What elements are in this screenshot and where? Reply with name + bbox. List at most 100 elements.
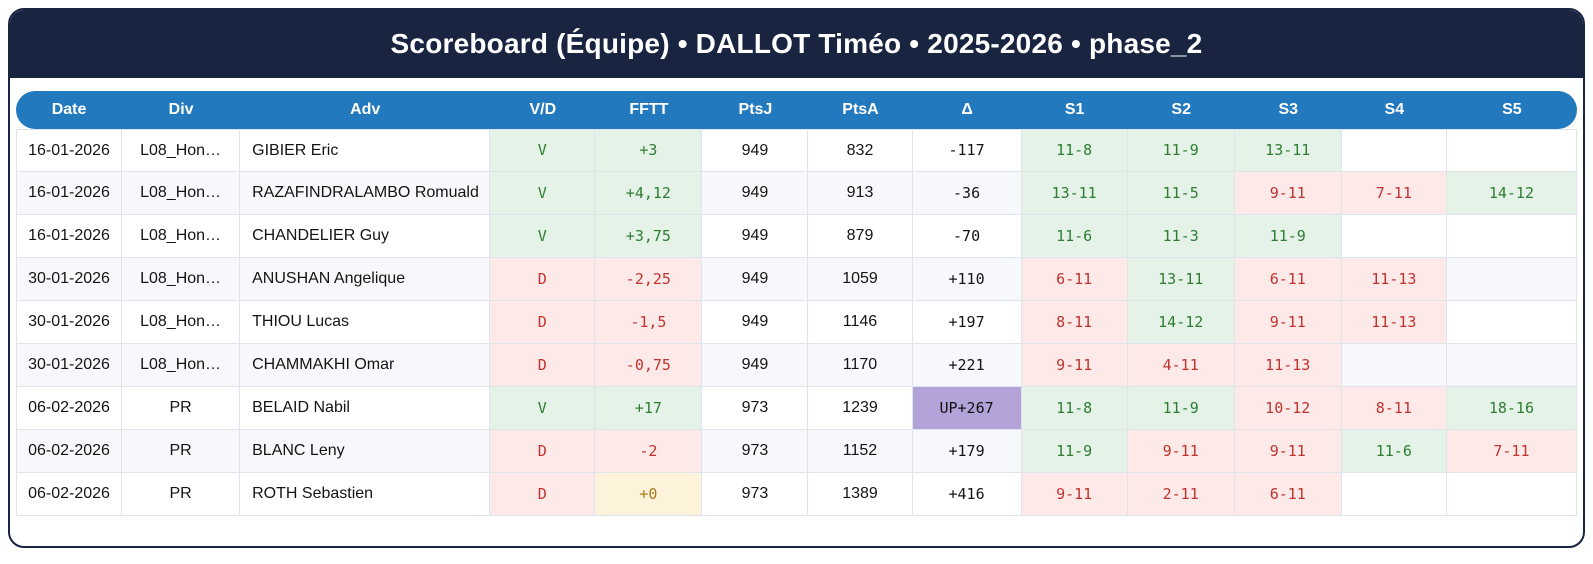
cell-date: 16-01-2026 [16, 172, 123, 215]
cell-vd: D [490, 430, 596, 473]
cell-ptsj: 949 [702, 129, 809, 172]
cell-fftt: +17 [595, 387, 703, 430]
cell-fftt: -0,75 [595, 344, 703, 387]
cell-set-4: 7-11 [1341, 172, 1447, 215]
match-row: 30-01-2026 L08_Hon… ANUSHAN Angelique D -2,2… [16, 258, 1577, 301]
cell-set-1: 11-9 [1021, 430, 1128, 473]
cell-adv: CHANDELIER Guy [240, 215, 491, 258]
table-body: 16-01-2026 L08_Hon… GIBIER Eric V +3 949 832 -1… [16, 129, 1577, 516]
cell-set-5 [1446, 344, 1577, 387]
cell-ptsa: 879 [808, 215, 913, 258]
cell-set-1: 9-11 [1021, 473, 1128, 516]
cell-div: L08_Hon… [122, 172, 241, 215]
cell-set-4: 11-6 [1341, 430, 1447, 473]
page-title: Scoreboard (Équipe) • DALLOT Timéo • 202… [390, 28, 1203, 59]
cell-vd: D [490, 301, 596, 344]
cell-adv: ANUSHAN Angelique [240, 258, 491, 301]
cell-fftt: +0 [595, 473, 703, 516]
column-header-vd: V/D [490, 91, 596, 129]
cell-fftt: -2,25 [595, 258, 703, 301]
match-row: 06-02-2026 PR BLANC Leny D -2 973 1152 +179 11-9… [16, 430, 1577, 473]
cell-div: L08_Hon… [122, 258, 241, 301]
cell-date: 06-02-2026 [16, 473, 123, 516]
cell-delta: +179 [912, 430, 1022, 473]
cell-set-3: 9-11 [1234, 172, 1342, 215]
column-header-ptsj: PtsJ [702, 91, 809, 129]
cell-div: PR [122, 387, 241, 430]
cell-set-3: 13-11 [1234, 129, 1342, 172]
cell-set-3: 6-11 [1234, 473, 1342, 516]
cell-set-4 [1341, 473, 1447, 516]
cell-set-2: 14-12 [1127, 301, 1235, 344]
cell-set-2: 11-5 [1127, 172, 1235, 215]
cell-div: PR [122, 473, 241, 516]
cell-set-4: 11-13 [1341, 301, 1447, 344]
cell-div: L08_Hon… [122, 215, 241, 258]
cell-set-2: 11-9 [1127, 387, 1235, 430]
cell-set-3: 11-13 [1234, 344, 1342, 387]
match-row: 06-02-2026 PR BELAID Nabil V +17 973 1239 UP+26… [16, 387, 1577, 430]
cell-set-1: 11-8 [1021, 129, 1128, 172]
cell-set-2: 11-3 [1127, 215, 1235, 258]
cell-set-4: 8-11 [1341, 387, 1447, 430]
cell-vd: V [490, 172, 596, 215]
cell-date: 30-01-2026 [16, 301, 123, 344]
cell-set-1: 13-11 [1021, 172, 1128, 215]
cell-date: 30-01-2026 [16, 258, 123, 301]
cell-set-5: 7-11 [1446, 430, 1577, 473]
cell-set-3: 9-11 [1234, 301, 1342, 344]
cell-set-3: 9-11 [1234, 430, 1342, 473]
cell-set-2: 11-9 [1127, 129, 1235, 172]
cell-adv: BLANC Leny [240, 430, 491, 473]
cell-ptsj: 949 [702, 172, 809, 215]
cell-div: L08_Hon… [122, 129, 241, 172]
match-row: 16-01-2026 L08_Hon… RAZAFINDRALAMBO Romual… [16, 172, 1577, 215]
cell-set-1: 9-11 [1021, 344, 1128, 387]
column-header-s2: S2 [1127, 91, 1235, 129]
cell-delta: -36 [912, 172, 1022, 215]
column-header-s4: S4 [1341, 91, 1447, 129]
cell-div: L08_Hon… [122, 344, 241, 387]
cell-set-3: 11-9 [1234, 215, 1342, 258]
cell-date: 30-01-2026 [16, 344, 123, 387]
cell-vd: V [490, 129, 596, 172]
cell-adv: THIOU Lucas [240, 301, 491, 344]
cell-div: L08_Hon… [122, 301, 241, 344]
cell-set-4: 11-13 [1341, 258, 1447, 301]
cell-ptsj: 949 [702, 215, 809, 258]
cell-vd: D [490, 344, 596, 387]
cell-set-2: 4-11 [1127, 344, 1235, 387]
cell-fftt: +3,75 [595, 215, 703, 258]
cell-fftt: -2 [595, 430, 703, 473]
cell-set-1: 11-6 [1021, 215, 1128, 258]
cell-delta: -70 [912, 215, 1022, 258]
cell-date: 06-02-2026 [16, 430, 123, 473]
cell-delta: -117 [912, 129, 1022, 172]
column-header-delta: Δ [912, 91, 1022, 129]
cell-set-1: 8-11 [1021, 301, 1128, 344]
title-bar: Scoreboard (Équipe) • DALLOT Timéo • 202… [10, 10, 1583, 78]
cell-set-2: 13-11 [1127, 258, 1235, 301]
cell-vd: D [490, 473, 596, 516]
column-header-fftt: FFTT [595, 91, 703, 129]
cell-set-5 [1446, 301, 1577, 344]
cell-set-1: 11-8 [1021, 387, 1128, 430]
cell-fftt: -1,5 [595, 301, 703, 344]
cell-ptsj: 949 [702, 301, 809, 344]
cell-ptsj: 949 [702, 258, 809, 301]
cell-delta: UP+267 [912, 387, 1022, 430]
cell-delta: +110 [912, 258, 1022, 301]
cell-set-4 [1341, 129, 1447, 172]
column-header-adv: Adv [240, 91, 491, 129]
cell-ptsa: 913 [808, 172, 913, 215]
cell-adv: GIBIER Eric [240, 129, 491, 172]
column-header-ptsa: PtsA [808, 91, 913, 129]
cell-ptsj: 973 [702, 473, 809, 516]
match-row: 30-01-2026 L08_Hon… CHAMMAKHI Omar D -0,75 94… [16, 344, 1577, 387]
cell-ptsa: 1146 [808, 301, 913, 344]
match-row: 30-01-2026 L08_Hon… THIOU Lucas D -1,5 949 114… [16, 301, 1577, 344]
cell-adv: CHAMMAKHI Omar [240, 344, 491, 387]
cell-fftt: +3 [595, 129, 703, 172]
cell-set-1: 6-11 [1021, 258, 1128, 301]
cell-set-4 [1341, 344, 1447, 387]
